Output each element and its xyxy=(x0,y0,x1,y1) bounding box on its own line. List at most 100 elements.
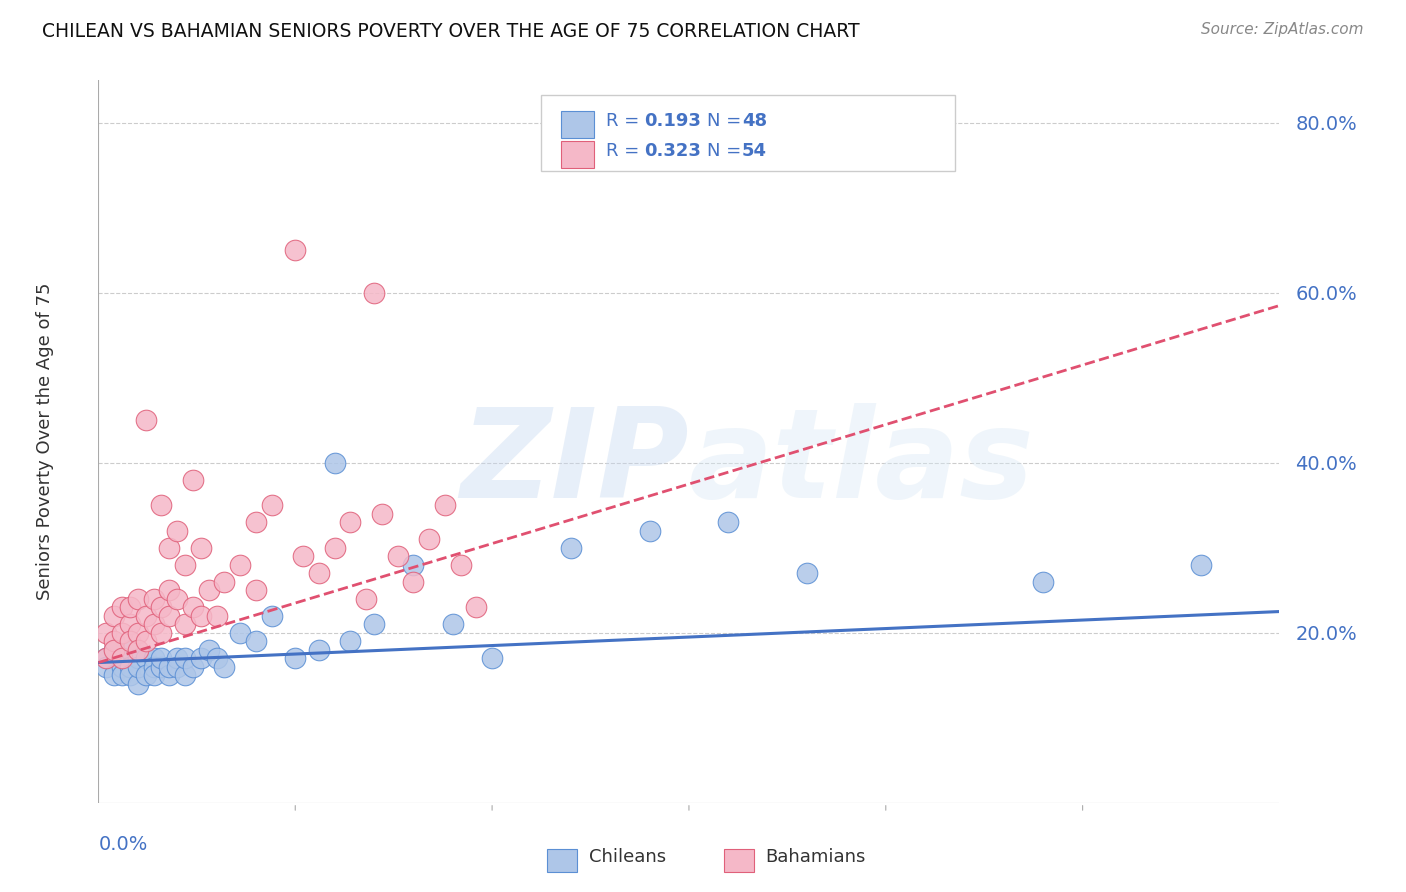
Point xyxy=(387,549,409,564)
Point xyxy=(135,634,157,648)
Point xyxy=(229,625,252,640)
Point xyxy=(103,608,125,623)
Point xyxy=(260,498,283,512)
Point xyxy=(638,524,661,538)
Point xyxy=(157,660,180,674)
Point xyxy=(1032,574,1054,589)
FancyBboxPatch shape xyxy=(561,111,595,138)
Point xyxy=(245,516,267,530)
Point xyxy=(796,566,818,581)
Point xyxy=(354,591,377,606)
Text: 0.0%: 0.0% xyxy=(98,835,148,855)
Point xyxy=(157,608,180,623)
Point xyxy=(450,558,472,572)
Text: N =: N = xyxy=(707,142,747,160)
Point xyxy=(103,668,125,682)
Point xyxy=(150,625,173,640)
Point xyxy=(135,608,157,623)
Point xyxy=(118,668,141,682)
Point xyxy=(433,498,456,512)
Point xyxy=(245,634,267,648)
Point xyxy=(118,600,141,615)
Point xyxy=(96,651,118,665)
Point xyxy=(560,541,582,555)
Point xyxy=(284,244,307,258)
Point xyxy=(150,600,173,615)
Point xyxy=(214,660,236,674)
Point xyxy=(181,473,204,487)
Point xyxy=(111,625,134,640)
Point xyxy=(111,651,134,665)
Point xyxy=(127,677,149,691)
Point xyxy=(166,660,188,674)
Point xyxy=(103,642,125,657)
Point xyxy=(205,651,228,665)
Point xyxy=(441,617,464,632)
Text: N =: N = xyxy=(707,112,747,130)
Point xyxy=(174,617,197,632)
Point xyxy=(181,600,204,615)
Point xyxy=(418,533,440,547)
Point xyxy=(190,541,212,555)
Point xyxy=(174,651,197,665)
Point xyxy=(96,651,118,665)
Point xyxy=(205,608,228,623)
Point xyxy=(150,651,173,665)
Text: R =: R = xyxy=(606,112,645,130)
Point xyxy=(371,507,394,521)
FancyBboxPatch shape xyxy=(541,95,955,170)
Point xyxy=(181,660,204,674)
Point xyxy=(481,651,503,665)
Text: 48: 48 xyxy=(742,112,768,130)
Point xyxy=(292,549,315,564)
Point xyxy=(127,651,149,665)
Point xyxy=(157,541,180,555)
Text: 0.323: 0.323 xyxy=(644,142,702,160)
Point xyxy=(111,651,134,665)
Point xyxy=(197,642,219,657)
Point xyxy=(157,583,180,598)
Point xyxy=(135,651,157,665)
Point xyxy=(214,574,236,589)
Point xyxy=(127,642,149,657)
FancyBboxPatch shape xyxy=(561,141,595,169)
Point xyxy=(190,651,212,665)
Point xyxy=(135,668,157,682)
Point xyxy=(103,634,125,648)
Point xyxy=(402,574,425,589)
Point xyxy=(142,651,165,665)
Point xyxy=(157,668,180,682)
Point xyxy=(363,285,385,300)
Point xyxy=(142,617,165,632)
Text: 54: 54 xyxy=(742,142,768,160)
FancyBboxPatch shape xyxy=(724,849,754,872)
Point xyxy=(166,591,188,606)
Point xyxy=(111,600,134,615)
Point xyxy=(111,668,134,682)
Point xyxy=(174,668,197,682)
Point xyxy=(323,541,346,555)
Text: 0.193: 0.193 xyxy=(644,112,702,130)
Point xyxy=(465,600,488,615)
Point xyxy=(142,591,165,606)
Point xyxy=(229,558,252,572)
Point xyxy=(103,642,125,657)
Point xyxy=(166,651,188,665)
Point xyxy=(323,456,346,470)
Point xyxy=(118,660,141,674)
Text: atlas: atlas xyxy=(689,402,1035,524)
Text: Bahamians: Bahamians xyxy=(766,848,866,866)
Point xyxy=(96,660,118,674)
Point xyxy=(245,583,267,598)
Text: CHILEAN VS BAHAMIAN SENIORS POVERTY OVER THE AGE OF 75 CORRELATION CHART: CHILEAN VS BAHAMIAN SENIORS POVERTY OVER… xyxy=(42,22,860,41)
Point xyxy=(308,642,330,657)
Point xyxy=(127,591,149,606)
Point xyxy=(142,668,165,682)
Point xyxy=(1189,558,1212,572)
Point xyxy=(96,625,118,640)
Point xyxy=(402,558,425,572)
Point xyxy=(197,583,219,598)
Point xyxy=(142,660,165,674)
Point xyxy=(260,608,283,623)
Point xyxy=(308,566,330,581)
